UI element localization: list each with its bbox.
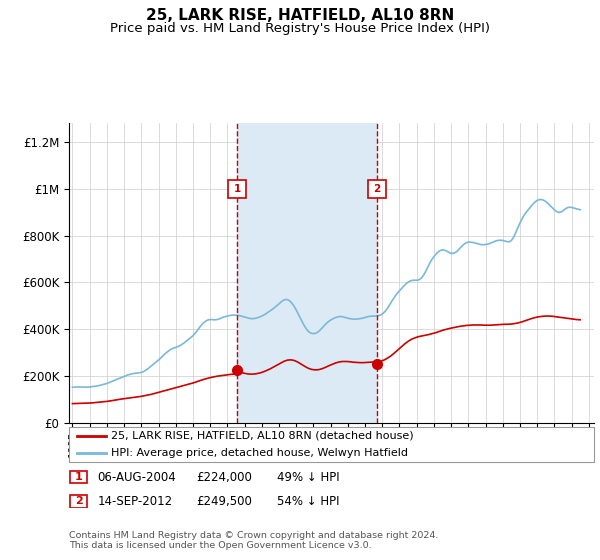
Text: 25, LARK RISE, HATFIELD, AL10 8RN: 25, LARK RISE, HATFIELD, AL10 8RN (146, 8, 454, 24)
FancyBboxPatch shape (70, 495, 87, 507)
Text: £224,000: £224,000 (196, 470, 252, 484)
Text: 2: 2 (75, 496, 82, 506)
FancyBboxPatch shape (70, 471, 87, 483)
Text: 1: 1 (75, 472, 82, 482)
Text: HPI: Average price, detached house, Welwyn Hatfield: HPI: Average price, detached house, Welw… (111, 449, 408, 458)
Text: 49% ↓ HPI: 49% ↓ HPI (277, 470, 340, 484)
Text: £249,500: £249,500 (196, 494, 252, 508)
Text: 14-SEP-2012: 14-SEP-2012 (97, 494, 172, 508)
Bar (238, 123, 377, 423)
Text: 06-AUG-2004: 06-AUG-2004 (97, 470, 176, 484)
Text: 25, LARK RISE, HATFIELD, AL10 8RN (detached house): 25, LARK RISE, HATFIELD, AL10 8RN (detac… (111, 431, 413, 441)
Text: 1: 1 (234, 184, 241, 194)
FancyBboxPatch shape (69, 427, 594, 462)
Text: 2: 2 (373, 184, 381, 194)
Text: 54% ↓ HPI: 54% ↓ HPI (277, 494, 340, 508)
Text: Contains HM Land Registry data © Crown copyright and database right 2024.
This d: Contains HM Land Registry data © Crown c… (69, 530, 439, 550)
Text: Price paid vs. HM Land Registry's House Price Index (HPI): Price paid vs. HM Land Registry's House … (110, 22, 490, 35)
